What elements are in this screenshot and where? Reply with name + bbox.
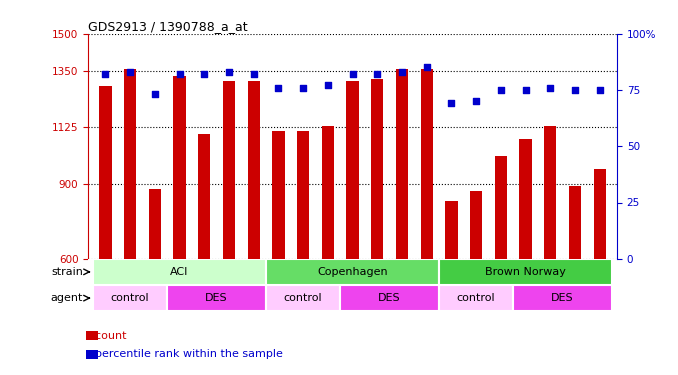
- Bar: [223, 81, 235, 259]
- Point: [446, 100, 457, 106]
- Point: [421, 64, 432, 70]
- Bar: [420, 69, 433, 259]
- Bar: [544, 126, 557, 259]
- Bar: [167, 285, 266, 311]
- Text: agent: agent: [50, 293, 83, 303]
- Bar: [174, 76, 186, 259]
- Text: Copenhagen: Copenhagen: [317, 267, 388, 277]
- Point: [323, 82, 334, 88]
- Bar: [321, 126, 334, 259]
- Bar: [346, 81, 359, 259]
- Point: [273, 85, 284, 91]
- Point: [471, 98, 481, 104]
- Point: [224, 69, 235, 75]
- Text: strain: strain: [51, 267, 83, 277]
- Bar: [396, 69, 408, 259]
- Point: [347, 71, 358, 77]
- Point: [199, 71, 210, 77]
- Point: [298, 85, 308, 91]
- Bar: [297, 131, 309, 259]
- Bar: [266, 259, 439, 285]
- Point: [372, 71, 382, 77]
- Text: ACI: ACI: [170, 267, 188, 277]
- Point: [594, 87, 605, 93]
- Point: [100, 71, 111, 77]
- Point: [496, 87, 506, 93]
- Bar: [569, 186, 581, 259]
- Bar: [266, 285, 340, 311]
- Text: DES: DES: [205, 293, 228, 303]
- Text: control: control: [457, 293, 496, 303]
- Bar: [439, 259, 612, 285]
- Point: [397, 69, 407, 75]
- Text: DES: DES: [378, 293, 401, 303]
- Text: GDS2913 / 1390788_a_at: GDS2913 / 1390788_a_at: [88, 20, 247, 33]
- Bar: [340, 285, 439, 311]
- Point: [545, 85, 556, 91]
- Text: control: control: [111, 293, 149, 303]
- Bar: [495, 156, 507, 259]
- Text: Brown Norway: Brown Norway: [485, 267, 566, 277]
- Bar: [273, 131, 285, 259]
- Text: percentile rank within the sample: percentile rank within the sample: [88, 350, 283, 359]
- Point: [520, 87, 531, 93]
- Bar: [247, 81, 260, 259]
- Text: control: control: [284, 293, 323, 303]
- Text: count: count: [88, 331, 127, 340]
- Bar: [148, 189, 161, 259]
- Bar: [470, 191, 482, 259]
- Text: DES: DES: [551, 293, 574, 303]
- Bar: [519, 139, 532, 259]
- Bar: [513, 285, 612, 311]
- Bar: [124, 69, 136, 259]
- Bar: [371, 79, 384, 259]
- Point: [570, 87, 580, 93]
- Point: [125, 69, 136, 75]
- Bar: [198, 134, 210, 259]
- Point: [174, 71, 185, 77]
- Bar: [445, 201, 458, 259]
- Bar: [93, 259, 266, 285]
- Bar: [439, 285, 513, 311]
- Bar: [593, 169, 606, 259]
- Bar: [99, 86, 112, 259]
- Point: [149, 92, 160, 98]
- Point: [248, 71, 259, 77]
- Bar: [93, 285, 167, 311]
